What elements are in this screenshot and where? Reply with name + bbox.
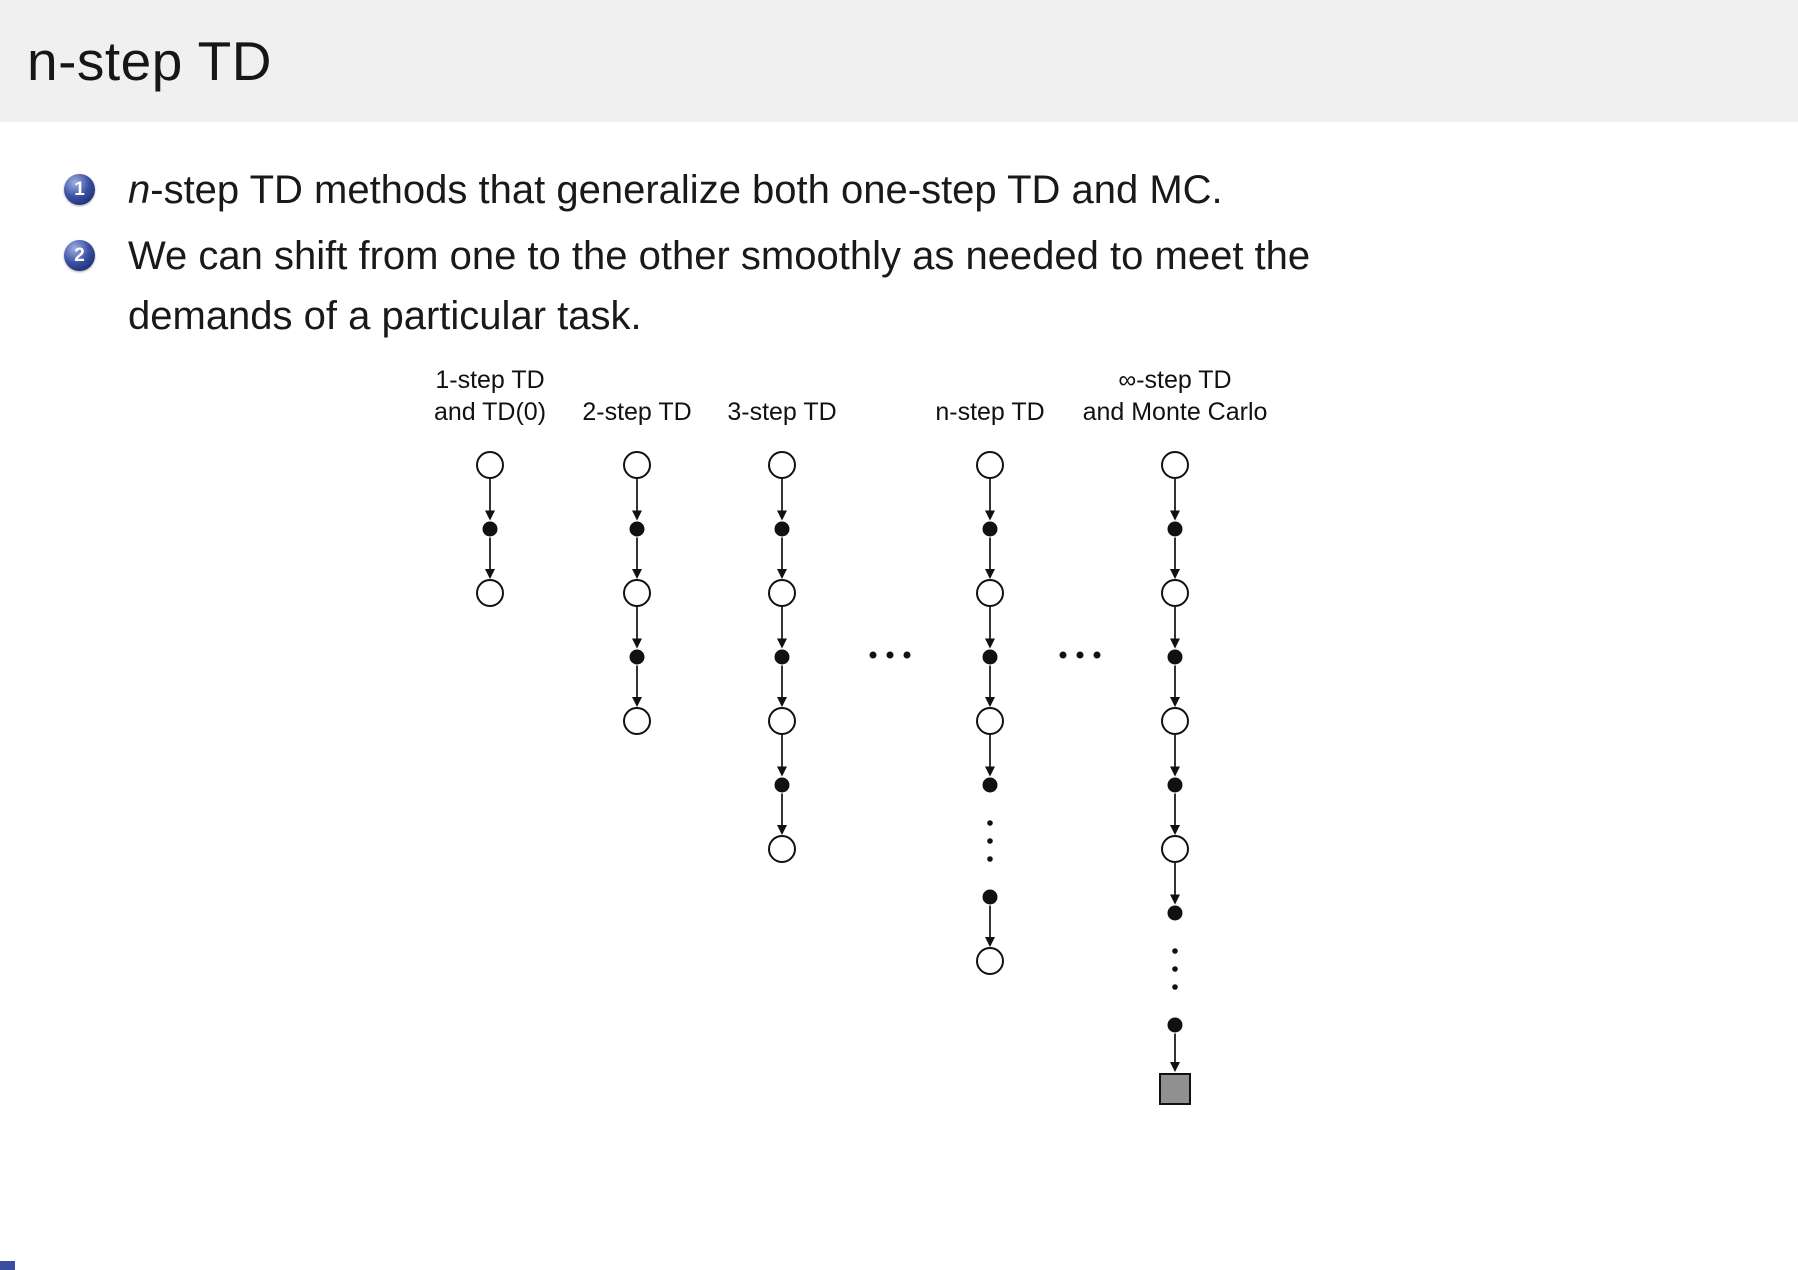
- bullet-line: -step TD methods that generalize both on…: [150, 168, 1223, 212]
- action-node: [629, 521, 645, 537]
- slide-title: n-step TD: [27, 30, 272, 92]
- vertical-ellipsis-dot: [1172, 984, 1178, 990]
- horizontal-ellipsis-dot: [886, 651, 894, 659]
- state-node: [1161, 451, 1189, 479]
- state-node: [476, 451, 504, 479]
- state-node: [623, 451, 651, 479]
- state-node: [1161, 579, 1189, 607]
- state-node: [1161, 835, 1189, 863]
- bullet-item-2: 2 We can shift from one to the other smo…: [64, 226, 1798, 346]
- slide-title-bar: n-step TD: [0, 0, 1798, 122]
- action-node: [774, 521, 790, 537]
- state-node: [1161, 707, 1189, 735]
- state-node: [768, 451, 796, 479]
- bullet-number: 2: [74, 244, 85, 266]
- action-node: [1167, 1017, 1183, 1033]
- terminal-state-node: [1159, 1073, 1191, 1105]
- backup-diagram-content: 1-step TD and TD(0) 2-step TD 3-step TD n-st…: [434, 366, 1268, 1105]
- horizontal-ellipsis-dot: [1093, 651, 1101, 659]
- bullet-italic-lead: n: [128, 168, 151, 212]
- horizontal-ellipsis-dot: [869, 651, 877, 659]
- bullet-number-badge: 1: [64, 174, 95, 205]
- action-node: [1167, 905, 1183, 921]
- horizontal-ellipsis-dot: [903, 651, 911, 659]
- column-label: 2-step TD: [582, 398, 691, 426]
- state-node: [623, 707, 651, 735]
- state-node: [976, 707, 1004, 735]
- action-node: [982, 521, 998, 537]
- bullet-number-badge: 2: [64, 240, 95, 271]
- column-label: and TD(0): [434, 398, 546, 426]
- action-node: [774, 649, 790, 665]
- vertical-ellipsis-dot: [987, 856, 993, 862]
- action-node: [482, 521, 498, 537]
- state-node: [976, 579, 1004, 607]
- action-node: [1167, 649, 1183, 665]
- horizontal-ellipsis-dot: [1059, 651, 1067, 659]
- bullet-list: 1 n-step TD methods that generalize both…: [0, 160, 1798, 346]
- footer-accent-mark: [0, 1261, 15, 1270]
- slide-content: 1 n-step TD methods that generalize both…: [0, 122, 1798, 346]
- horizontal-ellipsis-dot: [1076, 651, 1084, 659]
- action-node: [982, 777, 998, 793]
- action-node: [1167, 777, 1183, 793]
- bullet-line: demands of a particular task.: [128, 294, 642, 338]
- state-node: [976, 451, 1004, 479]
- vertical-ellipsis-dot: [987, 820, 993, 826]
- vertical-ellipsis-dot: [987, 838, 993, 844]
- action-node: [982, 649, 998, 665]
- state-node: [476, 579, 504, 607]
- state-node: [623, 579, 651, 607]
- state-node: [768, 579, 796, 607]
- state-node: [976, 947, 1004, 975]
- column-label: 3-step TD: [727, 398, 836, 426]
- bullet-number: 1: [74, 178, 85, 200]
- action-node: [982, 889, 998, 905]
- column-label: n-step TD: [935, 398, 1044, 426]
- bullet-text: We can shift from one to the other smoot…: [128, 226, 1310, 346]
- bullet-item-1: 1 n-step TD methods that generalize both…: [64, 160, 1798, 220]
- state-node: [768, 707, 796, 735]
- action-node: [1167, 521, 1183, 537]
- bullet-line: We can shift from one to the other smoot…: [128, 234, 1311, 278]
- action-node: [774, 777, 790, 793]
- state-node: [768, 835, 796, 863]
- action-node: [629, 649, 645, 665]
- column-label: 1-step TD: [435, 366, 544, 394]
- bullet-text: n-step TD methods that generalize both o…: [128, 160, 1223, 220]
- vertical-ellipsis-dot: [1172, 948, 1178, 954]
- column-label: ∞-step TD: [1118, 366, 1231, 394]
- column-label: and Monte Carlo: [1083, 398, 1268, 426]
- vertical-ellipsis-dot: [1172, 966, 1178, 972]
